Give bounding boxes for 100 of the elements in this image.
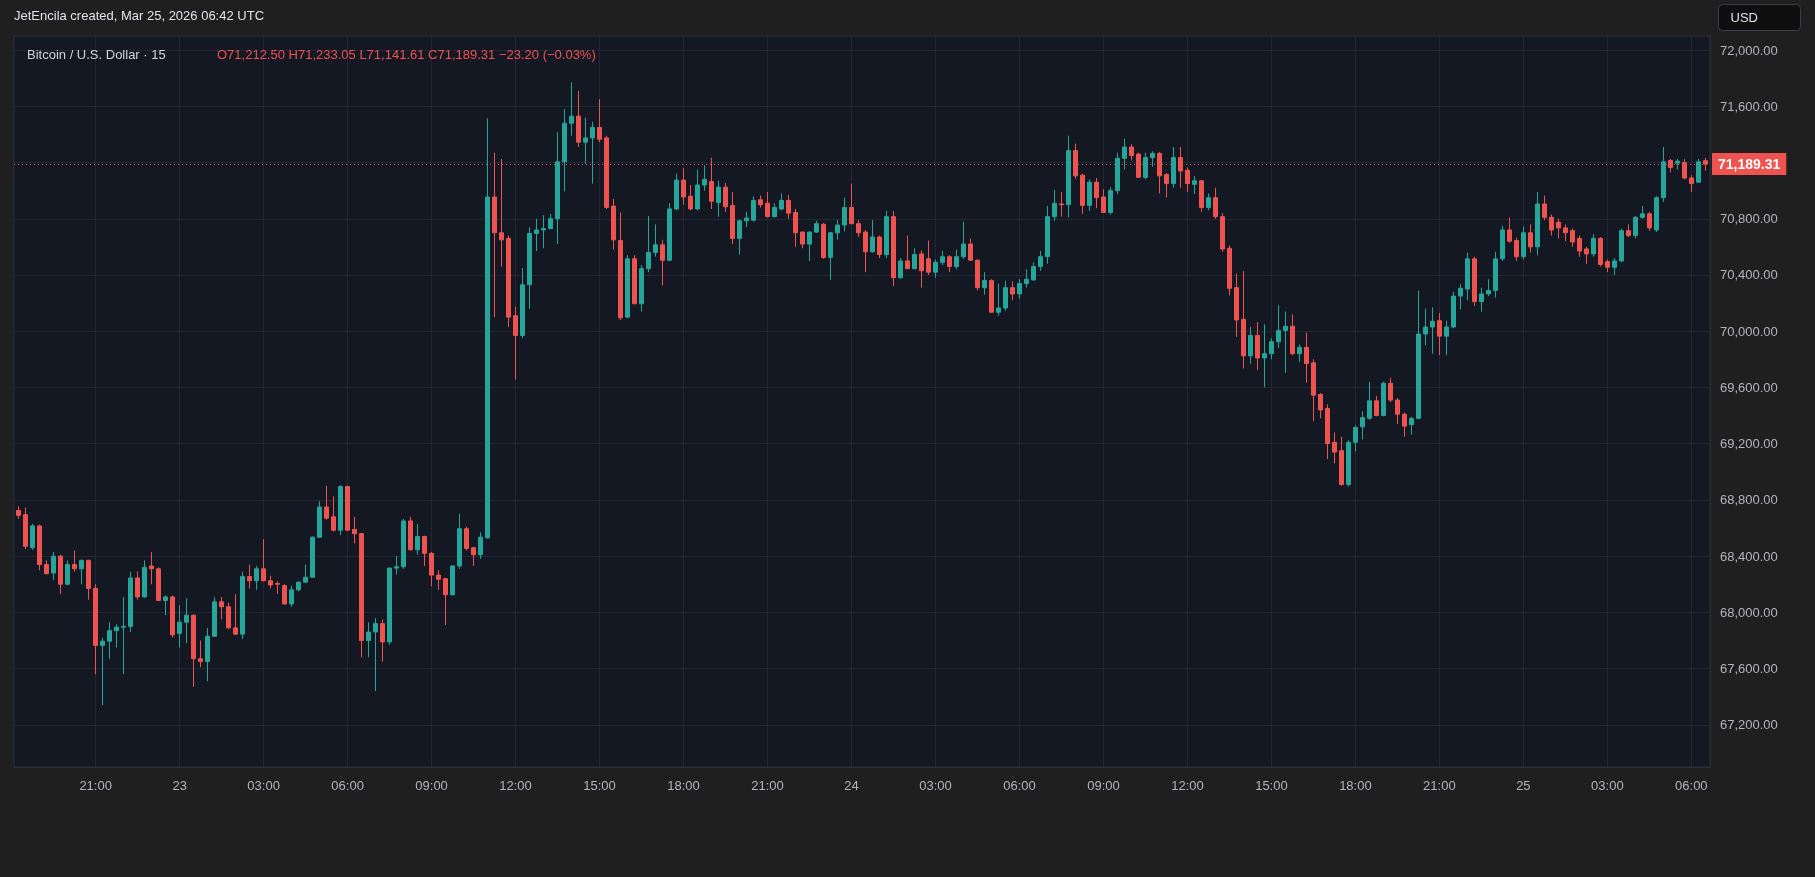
candlestick	[1577, 235, 1582, 258]
candlestick	[1304, 332, 1309, 384]
candlestick	[142, 559, 147, 599]
candlestick	[1255, 321, 1260, 371]
candlestick	[450, 564, 455, 596]
candlestick	[1297, 344, 1302, 363]
candlestick	[254, 565, 259, 591]
candlestick	[1276, 304, 1281, 349]
candlestick	[310, 535, 315, 579]
candlestick	[576, 90, 581, 148]
candlestick	[1395, 397, 1400, 425]
candlestick	[1192, 175, 1197, 195]
candlestick	[646, 215, 651, 273]
candlestick	[366, 621, 371, 658]
candlestick	[149, 551, 154, 585]
candlestick	[338, 484, 343, 536]
candlestick	[828, 231, 833, 281]
candlestick	[751, 195, 756, 223]
candlestick	[1311, 358, 1316, 422]
candlestick	[296, 580, 301, 592]
candlestick	[716, 180, 721, 218]
candlestick	[667, 202, 672, 262]
candlestick	[779, 192, 784, 211]
candlestick	[1402, 412, 1407, 438]
candlestick	[240, 571, 245, 640]
candlestick	[821, 222, 826, 260]
candlestick	[569, 81, 574, 137]
candlestick	[1318, 392, 1323, 419]
candlestick	[471, 546, 476, 567]
y-tick-label: 70,400.00	[1720, 267, 1778, 283]
candlestick	[548, 213, 553, 230]
candlestick	[86, 559, 91, 601]
candlestick	[737, 218, 742, 256]
candlestick	[1514, 237, 1519, 262]
y-tick-label: 70,800.00	[1720, 211, 1778, 227]
x-tick-label: 06:00	[1675, 778, 1708, 793]
candlestick	[114, 623, 119, 649]
candlestick	[429, 551, 434, 587]
candlestick	[100, 637, 105, 706]
candlestick	[212, 596, 217, 638]
candlestick	[1479, 287, 1484, 313]
candlestick	[940, 250, 945, 266]
candlestick	[681, 167, 686, 206]
candlestick	[639, 264, 644, 313]
y-tick-label: 68,000.00	[1720, 604, 1778, 620]
candlestick	[870, 219, 875, 253]
candlestick	[107, 621, 112, 660]
candlestick	[863, 229, 868, 273]
candlestick	[730, 191, 735, 245]
candlestick	[1584, 246, 1589, 265]
candlestick	[765, 191, 770, 218]
candlestick	[618, 211, 623, 321]
candlestick	[989, 278, 994, 314]
candlestick	[1003, 280, 1008, 312]
candlestick	[1388, 377, 1393, 403]
candlestick	[65, 559, 70, 586]
candlestick	[79, 559, 84, 585]
candlestick	[814, 220, 819, 234]
candlestick	[1661, 146, 1666, 203]
candlestick	[653, 223, 658, 258]
candlestick	[527, 226, 532, 310]
candlestick	[1444, 320, 1449, 356]
y-tick-label: 69,200.00	[1720, 436, 1778, 452]
candlestick	[373, 617, 378, 692]
candlestick	[268, 575, 273, 589]
x-tick-label: 06:00	[331, 778, 364, 793]
candlestick	[121, 596, 126, 675]
candlestick	[1682, 158, 1687, 180]
ref-line-label: 71,189.31	[1718, 156, 1781, 173]
candlestick	[289, 585, 294, 608]
candlestick	[1010, 280, 1015, 301]
candlestick	[415, 523, 420, 556]
x-tick-label: 21:00	[79, 778, 112, 793]
candlestick	[303, 564, 308, 584]
x-tick-label: 15:00	[1255, 778, 1288, 793]
candlestick	[1521, 225, 1526, 261]
candlestick	[387, 567, 392, 646]
candlestick	[590, 121, 595, 185]
candlestick	[128, 571, 133, 633]
candlestick	[905, 235, 910, 270]
candlestick	[1031, 261, 1036, 282]
candlestick	[331, 495, 336, 533]
candlestick	[282, 583, 287, 606]
x-tick-label: 09:00	[1087, 778, 1120, 793]
candlestick	[1374, 395, 1379, 417]
candlestick	[345, 485, 350, 532]
candlestick	[1640, 205, 1645, 220]
candlestick	[233, 593, 238, 636]
candlestick	[1451, 291, 1456, 329]
candlestick	[457, 513, 462, 570]
candlestick	[44, 559, 49, 575]
candlestick	[1234, 273, 1239, 338]
text: Bitcoin / U.S. Dollar · 15	[27, 47, 166, 62]
candlestick	[1689, 174, 1694, 193]
text: O71,212.50 H71,233.05 L71,141.61 C71,189.31 −23.20 (−0.03%)	[217, 47, 596, 62]
candlestick	[1052, 189, 1057, 222]
candlestick	[324, 485, 329, 521]
candlestick	[513, 306, 518, 381]
candlestick	[835, 219, 840, 241]
y-tick-label: 71,600.00	[1720, 98, 1778, 114]
